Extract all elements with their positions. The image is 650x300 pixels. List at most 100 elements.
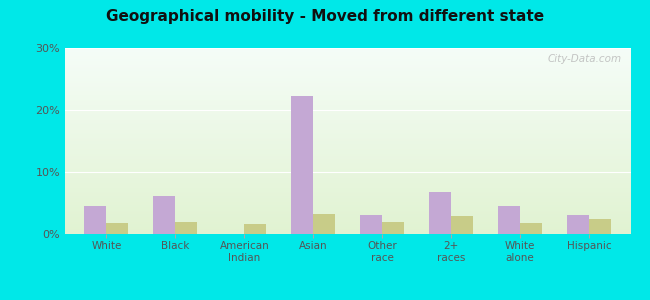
Bar bbox=[65, 67, 630, 68]
Bar bbox=[65, 91, 630, 92]
Bar bbox=[429, 192, 451, 234]
Bar bbox=[65, 124, 630, 125]
Bar bbox=[65, 144, 630, 145]
Bar bbox=[65, 138, 630, 139]
Bar bbox=[65, 93, 630, 94]
Bar bbox=[176, 222, 198, 234]
Bar bbox=[65, 197, 630, 198]
Bar bbox=[65, 112, 630, 113]
Bar bbox=[65, 171, 630, 172]
Bar bbox=[65, 107, 630, 108]
Bar bbox=[65, 130, 630, 131]
Bar bbox=[65, 68, 630, 69]
Bar bbox=[65, 203, 630, 204]
Bar bbox=[65, 82, 630, 83]
Bar bbox=[65, 96, 630, 97]
Bar bbox=[65, 129, 630, 130]
Bar bbox=[65, 229, 630, 230]
Bar bbox=[65, 162, 630, 163]
Bar bbox=[65, 84, 630, 85]
Bar bbox=[65, 51, 630, 52]
Bar bbox=[65, 142, 630, 143]
Bar bbox=[65, 121, 630, 122]
Bar bbox=[65, 204, 630, 205]
Bar bbox=[520, 224, 542, 234]
Bar bbox=[498, 206, 520, 234]
Bar bbox=[65, 221, 630, 222]
Bar bbox=[65, 120, 630, 121]
Bar bbox=[65, 110, 630, 111]
Bar bbox=[382, 222, 404, 234]
Bar bbox=[65, 215, 630, 216]
Bar bbox=[65, 53, 630, 54]
Bar bbox=[65, 200, 630, 202]
Bar bbox=[65, 233, 630, 234]
Bar bbox=[65, 175, 630, 176]
Bar bbox=[65, 173, 630, 175]
Bar bbox=[65, 172, 630, 173]
Bar bbox=[65, 73, 630, 74]
Bar bbox=[84, 206, 107, 234]
Bar bbox=[65, 69, 630, 70]
Bar bbox=[65, 136, 630, 137]
Bar bbox=[65, 199, 630, 200]
Bar bbox=[65, 135, 630, 136]
Bar bbox=[65, 187, 630, 188]
Bar bbox=[65, 202, 630, 203]
Bar bbox=[65, 228, 630, 229]
Bar bbox=[65, 184, 630, 185]
Bar bbox=[65, 178, 630, 179]
Bar bbox=[65, 60, 630, 61]
Bar bbox=[65, 56, 630, 57]
Bar bbox=[65, 163, 630, 164]
Bar bbox=[65, 87, 630, 88]
Bar bbox=[65, 137, 630, 138]
Bar bbox=[65, 131, 630, 132]
Bar bbox=[65, 117, 630, 118]
Bar bbox=[313, 214, 335, 234]
Bar bbox=[65, 83, 630, 84]
Bar bbox=[65, 198, 630, 199]
Bar bbox=[65, 65, 630, 66]
Bar bbox=[65, 82, 630, 83]
Bar bbox=[65, 196, 630, 197]
Bar bbox=[65, 165, 630, 166]
Bar bbox=[65, 214, 630, 215]
Bar bbox=[65, 169, 630, 170]
Bar bbox=[65, 109, 630, 110]
Bar bbox=[65, 156, 630, 157]
Bar bbox=[65, 133, 630, 134]
Bar bbox=[65, 157, 630, 158]
Bar bbox=[65, 74, 630, 75]
Bar bbox=[65, 113, 630, 114]
Bar bbox=[65, 94, 630, 95]
Bar bbox=[65, 79, 630, 80]
Bar bbox=[65, 180, 630, 181]
Bar bbox=[65, 192, 630, 193]
Bar bbox=[65, 147, 630, 148]
Bar bbox=[65, 227, 630, 228]
Bar bbox=[65, 146, 630, 147]
Bar bbox=[589, 218, 611, 234]
Bar bbox=[65, 207, 630, 208]
Bar bbox=[65, 111, 630, 112]
Bar bbox=[65, 126, 630, 127]
Bar bbox=[360, 215, 382, 234]
Bar bbox=[65, 232, 630, 233]
Bar bbox=[65, 170, 630, 171]
Bar bbox=[65, 95, 630, 96]
Bar bbox=[65, 127, 630, 128]
Bar bbox=[65, 76, 630, 77]
Bar bbox=[65, 92, 630, 93]
Bar bbox=[65, 86, 630, 87]
Bar bbox=[65, 50, 630, 51]
Bar bbox=[65, 88, 630, 89]
Bar bbox=[65, 222, 630, 223]
Bar bbox=[65, 220, 630, 221]
Bar bbox=[244, 224, 266, 234]
Bar bbox=[65, 89, 630, 90]
Bar bbox=[65, 167, 630, 168]
Bar bbox=[65, 224, 630, 225]
Bar bbox=[65, 66, 630, 67]
Bar bbox=[65, 97, 630, 98]
